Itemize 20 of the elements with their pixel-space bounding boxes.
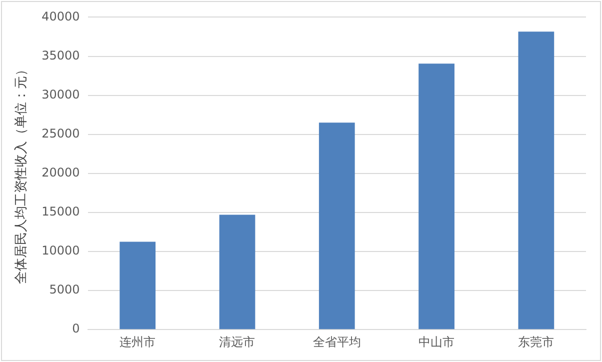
bar	[219, 214, 256, 330]
bar	[518, 32, 554, 330]
bar	[418, 64, 454, 330]
x-tick-label: 东莞市	[518, 334, 554, 349]
y-tick-label: 5000	[49, 282, 80, 297]
y-tick-label: 30000	[42, 87, 80, 102]
x-tick-label: 全省平均	[312, 334, 361, 349]
bar	[318, 122, 355, 330]
x-tick-label: 清远市	[219, 334, 256, 349]
y-tick-label: 0	[72, 322, 80, 336]
y-tick-label: 20000	[42, 166, 80, 180]
y-tick-label: 35000	[42, 48, 80, 62]
x-tick-label: 连州市	[120, 334, 156, 349]
bar	[120, 242, 156, 330]
x-tick-label: 中山市	[418, 334, 455, 349]
y-tick-label: 40000	[42, 9, 80, 24]
y-tick-label: 15000	[42, 204, 80, 219]
y-tick-label: 10000	[42, 244, 80, 258]
y-axis-title: 全体居民人均工资性收入（单位：元）	[14, 62, 30, 284]
y-tick-label: 25000	[42, 126, 80, 140]
